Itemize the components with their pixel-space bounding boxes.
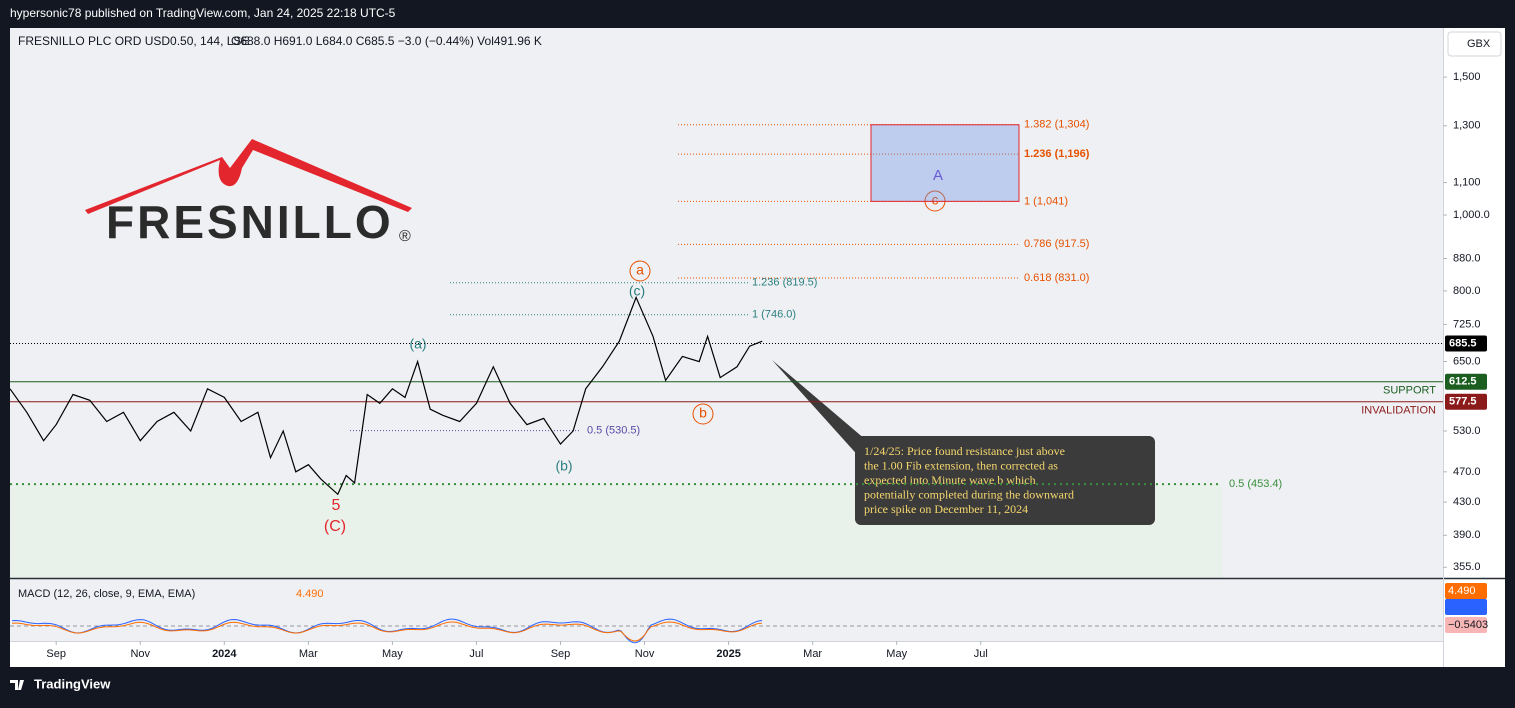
wave-label: a [636,262,644,278]
price-line-label: INVALIDATION [1361,405,1436,417]
fib-label: 1.236 (819.5) [752,277,817,289]
wave-label: A [933,167,943,184]
wave-label: c [932,192,939,208]
footer-icon [10,680,24,690]
macd-badge [1445,617,1487,633]
price-line-label: SUPPORT [1383,385,1436,397]
x-tick-label: Sep [551,648,571,660]
note-line: the 1.00 Fib extension, then corrected a… [864,458,1058,472]
y-tick-label: 650.0 [1453,355,1481,367]
signal-line [11,621,763,642]
wave-label: (C) [324,518,346,535]
wave-circle [692,403,714,425]
target-box [870,124,1020,202]
price-line-series [9,295,763,496]
y-tick-label: 1,500 [1453,71,1481,83]
wave-label: 5 [332,497,341,514]
note-line: expected into Minute wave b which [864,473,1036,487]
fib-label: 1 (1,041) [1024,195,1068,207]
note: 1/24/25: Price found resistance just abo… [772,360,1155,525]
x-tick-label: 2025 [716,648,740,660]
y-tick-label: 1,000.0 [1453,209,1490,221]
note-line: potentially completed during the downwar… [864,487,1074,501]
macd-badge-label: −0.5403 [1448,619,1488,631]
y-tick-label: 880.0 [1453,252,1481,264]
x-tick-label: Jul [974,648,988,660]
publisher: hypersonic78 published on TradingView.co… [10,6,396,20]
x-tick-label: Mar [803,648,822,660]
note-pointer [772,360,880,460]
y-tick-label: 390.0 [1453,529,1481,541]
macd-value: 4.490 [296,588,324,600]
x-tick-label: Nov [635,648,655,660]
x-tick-label: May [886,648,907,660]
wave-label: (b) [555,458,572,474]
y-tick-label: 725.0 [1453,318,1481,330]
macd-badge [1445,599,1487,615]
y-tick-label: 470.0 [1453,466,1481,478]
macd-title: MACD (12, 26, close, 9, EMA, EMA) [18,588,195,600]
wave-label: b [699,405,707,421]
fib-label: 0.618 (831.0) [1024,272,1089,284]
price-badge-label: 612.5 [1449,376,1477,388]
currency[interactable]: GBX [1467,38,1491,50]
x-tick-label: Jul [469,648,483,660]
fib-label: 1 (746.0) [752,309,796,321]
footer-brand: TradingView [34,676,111,691]
x-tick-label: 2024 [212,648,237,660]
note-line: price spike on December 11, 2024 [864,502,1028,516]
fib-label: 1.236 (1,196) [1024,148,1090,160]
price-badge-label: 685.5 [1449,337,1477,349]
y-tick-label: 1,100 [1453,177,1481,189]
logo-mark: ® [399,228,411,245]
note-line: 1/24/25: Price found resistance just abo… [864,444,1065,458]
x-tick-label: Mar [299,648,318,660]
x-tick-label: Nov [130,648,150,660]
price-badge [1445,393,1487,410]
y-tick-label: 430.0 [1453,496,1481,508]
wave-label: (c) [629,283,645,299]
macd-badge [1445,583,1487,599]
y-tick-label: 355.0 [1453,561,1481,573]
symbol: FRESNILLO PLC ORD USD0.50, 144, LSE [18,34,249,48]
macd-badge-label: 4.490 [1448,585,1476,597]
x-tick-label: Sep [46,648,66,660]
x-tick-label: May [382,648,403,660]
currency-button[interactable] [1447,31,1502,57]
fib-label: 0.786 (917.5) [1024,238,1089,250]
y-tick-label: 1,300 [1453,120,1481,132]
price-badge [1445,335,1487,352]
price-badge-label: 577.5 [1449,396,1477,408]
price-badge [1445,373,1487,390]
fib-label: 1.382 (1,304) [1024,119,1089,131]
fib-label: 0.5 (453.4) [1229,478,1282,490]
note-box [855,436,1155,525]
logo: FRESNILLO ® [85,139,412,248]
y-tick-label: 530.0 [1453,425,1481,437]
fib-label: 0.5 (530.5) [587,425,640,437]
logo-name: FRESNILLO [106,196,394,248]
ohlc: O688.0 H691.0 L684.0 C685.5 −3.0 (−0.44%… [231,34,542,48]
wave-circle [629,260,651,282]
y-tick-label: 800.0 [1453,285,1481,297]
